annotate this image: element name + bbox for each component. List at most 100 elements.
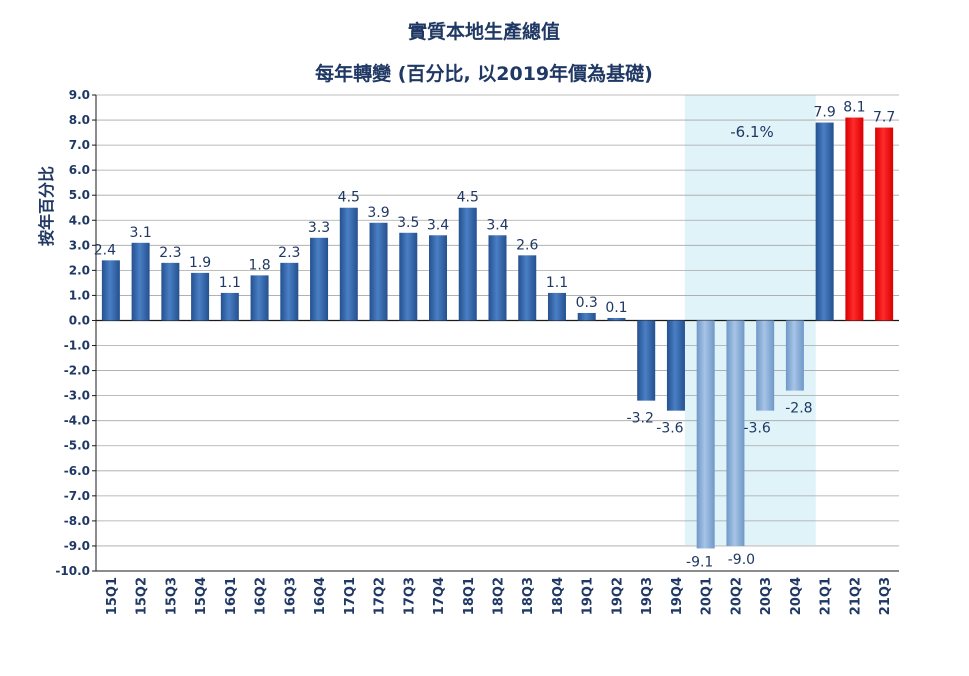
x-tick-label: 20Q3 [759,577,774,615]
bar [696,320,715,549]
data-label: 1.8 [248,257,270,273]
x-tick-label: 19Q1 [581,577,596,615]
data-label: 1.9 [189,255,211,271]
bar [666,320,685,411]
data-label: 8.1 [843,100,865,116]
bar [131,242,150,321]
x-tick-label: 21Q3 [878,577,893,615]
data-label: -3.6 [656,421,683,437]
x-tick-label: 19Q2 [610,577,625,615]
y-tick-label: -5.0 [64,439,90,453]
bar [726,320,745,546]
x-tick-label: 18Q1 [462,577,477,615]
bar [339,207,358,321]
x-axis-ticks: 15Q1 15Q2 15Q3 15Q4 16Q1 16Q2 16Q3 16Q4 17Q1 17Q2… [105,577,893,615]
bar [488,235,507,321]
y-tick-label: 2.0 [69,263,90,277]
data-label: 3.3 [308,220,330,236]
bar [637,320,656,401]
data-label: 3.4 [427,217,449,233]
bar [607,317,626,321]
bars [101,117,894,549]
x-tick-label: 18Q3 [521,577,536,615]
x-tick-label: 16Q2 [254,577,269,615]
x-tick-label: 15Q1 [105,577,120,615]
y-tick-label: 0.0 [69,313,90,327]
x-tick-label: 20Q2 [729,577,744,615]
bar [756,320,775,411]
data-label: 2.6 [516,237,538,253]
x-tick-label: 18Q2 [492,577,507,615]
y-tick-label: 6.0 [69,163,90,177]
x-tick-label: 19Q3 [640,577,655,615]
bar [875,127,894,321]
y-tick-label: 7.0 [69,138,90,152]
x-tick-label: 18Q4 [551,577,566,615]
bar [220,292,239,321]
data-label: -3.2 [627,411,654,427]
bar [518,255,537,321]
highlight-annotation: -6.1% [730,123,774,141]
x-tick-label: 21Q2 [848,577,863,615]
x-tick-label: 15Q2 [135,577,150,615]
y-tick-label: -3.0 [64,389,90,403]
x-tick-label: 20Q4 [789,577,804,615]
bar [399,232,418,321]
x-tick-label: 15Q4 [194,577,209,615]
y-tick-label: 3.0 [69,238,90,252]
x-tick-label: 17Q4 [432,577,447,615]
data-label: 1.1 [546,275,568,291]
y-tick-label: -8.0 [64,514,90,528]
bar [785,320,804,391]
data-label: -9.0 [728,552,755,568]
bar [280,262,299,321]
y-tick-label: 5.0 [69,188,90,202]
data-label: -2.8 [785,401,812,417]
y-tick-label: 1.0 [69,288,90,302]
x-tick-label: 15Q3 [164,577,179,615]
x-tick-label: 17Q2 [373,577,388,615]
data-labels: 2.4 3.1 2.3 1.9 1.1 1.8 2.3 3.3 4.5 3.9 3.5 3.4 4.5 3… [94,100,896,571]
x-tick-label: 16Q4 [313,577,328,615]
x-tick-label: 21Q1 [819,577,834,615]
y-tick-label: 4.0 [69,213,90,227]
bar [577,312,596,321]
y-tick-label: 8.0 [69,113,90,127]
data-label: 3.9 [367,205,389,221]
bar [191,272,210,321]
data-label: 0.1 [605,300,627,316]
y-tick-label: -7.0 [64,489,90,503]
x-tick-label: 16Q1 [224,577,239,615]
bar [815,122,834,321]
x-tick-label: 19Q4 [670,577,685,615]
bar [161,262,180,321]
data-label: -9.1 [686,554,713,570]
x-tick-label: 16Q3 [283,577,298,615]
bar [458,207,477,321]
y-tick-label: 9.0 [69,88,90,102]
data-label: 1.1 [219,275,241,291]
bar [429,235,448,321]
y-tick-label: -4.0 [64,414,90,428]
data-label: 4.5 [457,190,479,206]
y-tick-label: -6.0 [64,464,90,478]
y-tick-label: -1.0 [64,339,90,353]
data-label: 7.7 [873,110,895,126]
data-label: 3.1 [129,225,151,241]
bar [250,275,269,321]
bar [845,117,864,321]
y-axis-ticks: -10.0 -9.0 -8.0 -7.0 -6.0 -5.0 -4.0 -3.0 -2.0 -1.… [55,88,90,578]
x-tick-label: 17Q1 [343,577,358,615]
data-label: 2.3 [159,245,181,261]
chart-subtitle: 每年轉變 (百分比, 以2019年價為基礎) [315,62,653,85]
data-label: 7.9 [814,105,836,121]
chart-title: 實質本地生產總值 [408,20,560,43]
y-tick-label: -9.0 [64,539,90,553]
data-label: 4.5 [338,190,360,206]
bar [101,260,120,321]
data-label: 2.4 [94,242,116,258]
data-label: 3.5 [397,215,419,231]
data-label: 2.3 [278,245,300,261]
x-tick-label: 20Q1 [700,577,715,615]
